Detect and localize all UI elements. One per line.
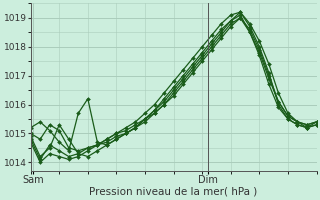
X-axis label: Pression niveau de la mer( hPa ): Pression niveau de la mer( hPa ): [90, 187, 258, 197]
